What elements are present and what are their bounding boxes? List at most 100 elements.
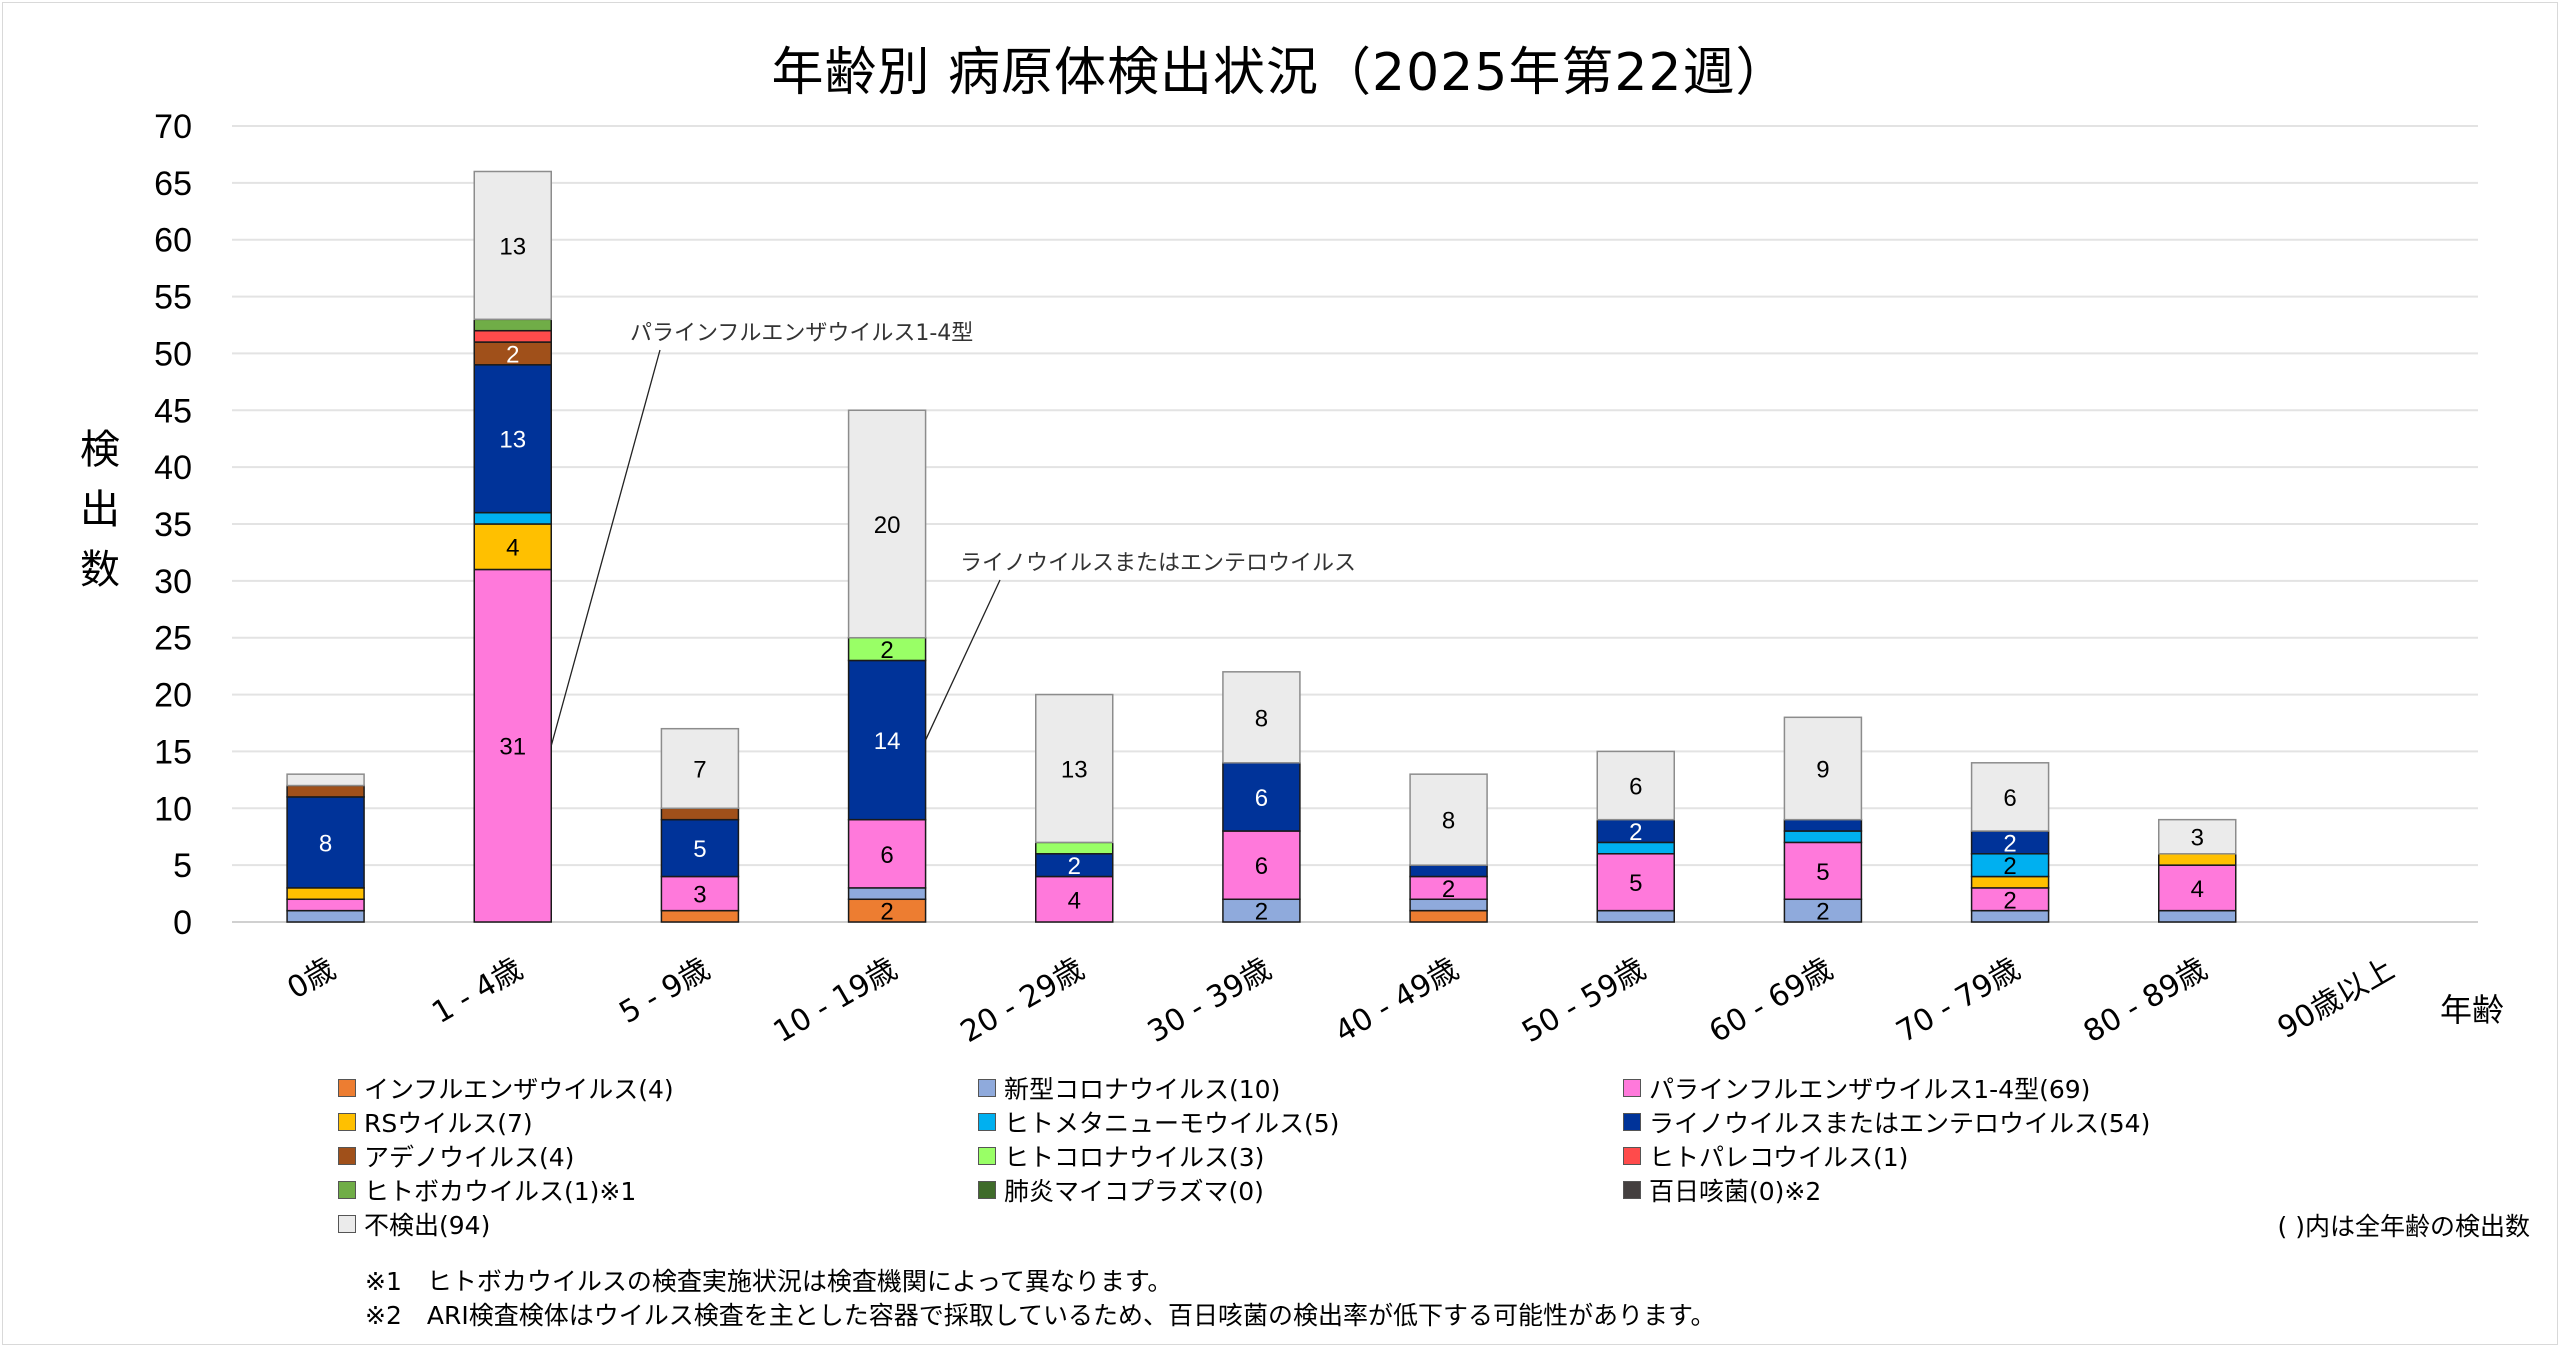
x-tick-label: 20 - 29歳 [955, 952, 1090, 1050]
legend-label: 不検出(94) [364, 1211, 491, 1240]
bar-segment [286, 773, 365, 787]
x-tick-label: 70 - 79歳 [1891, 952, 2026, 1050]
y-tick-label: 25 [154, 620, 192, 658]
legend-label: ヒトパレコウイルス(1) [1649, 1143, 1909, 1172]
x-tick-label: 0歳 [282, 952, 342, 1007]
y-tick-label: 20 [154, 677, 192, 715]
bar-segment [1596, 750, 1675, 821]
annotation-label: パラインフルエンザウイルス1-4型 [630, 321, 973, 346]
bar-segment [1409, 909, 1488, 923]
bar-segment [473, 329, 552, 343]
bar-segment [660, 875, 740, 912]
y-tick-label: 5 [173, 847, 192, 885]
bar-segment [1035, 875, 1114, 923]
legend-label: インフルエンザウイルス(4) [364, 1075, 674, 1104]
legend-label: ヒトボカウイルス(1)※1 [364, 1177, 637, 1206]
data-label: 2 [1255, 899, 1268, 926]
legend-label: RSウイルス(7) [364, 1109, 533, 1138]
y-tick-label: 35 [154, 506, 192, 544]
y-tick-label: 60 [154, 222, 192, 260]
data-label: 9 [1816, 756, 1829, 783]
y-axis-label-char: 検 [80, 427, 120, 473]
y-tick-label: 65 [154, 165, 192, 203]
bar-segment [1035, 693, 1114, 844]
data-label: 2 [1816, 899, 1829, 926]
bar-segment [660, 807, 740, 821]
y-axis-ticks: 0 5 10 15 20 25 30 35 40 45 50 55 60 65 70 [154, 108, 192, 942]
legend-item: ライノウイルスまたはエンテロウイルス(54) [1623, 1104, 2150, 1140]
x-axis-ticks: 0歳 1 - 4歳 5 - 9歳 10 - 19歳 20 - 29歳 30 - 39歳 40… [282, 952, 2401, 1050]
legend-label: ヒトメタニューモウイルス(5) [1004, 1109, 1340, 1138]
data-label: 4 [506, 535, 519, 562]
data-label: 20 [874, 512, 901, 539]
legend-label: 百日咳菌(0)※2 [1649, 1177, 1822, 1206]
bar-segment [847, 887, 927, 901]
legend-label: 新型コロナウイルス(10) [1004, 1075, 1281, 1104]
legend-item: 百日咳菌(0)※2 [1623, 1172, 1821, 1208]
legend-item: インフルエンザウイルス(4) [338, 1070, 674, 1106]
bar-segment [286, 784, 365, 798]
bar-segment [1409, 864, 1488, 878]
data-label: 6 [1255, 853, 1268, 880]
data-label: 2 [2003, 887, 2016, 914]
y-tick-label: 40 [154, 449, 192, 487]
bar-segment [1783, 830, 1863, 844]
y-tick-label: 50 [154, 335, 192, 373]
y-axis-label-char: 出 [80, 487, 120, 533]
data-label: 2 [2003, 830, 2016, 857]
data-label: 5 [1629, 870, 1642, 897]
legend-swatch [338, 1079, 356, 1097]
data-label: 2 [1442, 876, 1455, 903]
bar-segment [1222, 671, 1301, 764]
x-axis-label: 年齢 [2440, 991, 2505, 1029]
legend-item: ヒトコロナウイルス(3) [978, 1138, 1264, 1174]
x-tick-label: 5 - 9歳 [613, 952, 715, 1031]
annotation-leader-line [550, 349, 661, 746]
data-label: 4 [1068, 887, 1081, 914]
data-label: 8 [1442, 808, 1455, 835]
bar-segment [1970, 762, 2050, 832]
y-tick-label: 55 [154, 279, 192, 317]
bar-segment [660, 818, 740, 878]
data-label: 3 [2191, 825, 2204, 852]
bar-segment [1222, 762, 1301, 832]
legend-swatch [338, 1113, 356, 1131]
bar-segment [847, 818, 927, 889]
data-label: 5 [1816, 859, 1829, 886]
bar-segment [473, 170, 552, 321]
legend-item: 新型コロナウイルス(10) [978, 1070, 1280, 1106]
y-tick-label: 15 [154, 733, 192, 771]
bar-segment [286, 796, 365, 889]
data-label: 13 [499, 427, 526, 454]
legend-swatch [978, 1181, 996, 1199]
bar-segment [286, 909, 365, 923]
data-label: 2 [506, 341, 519, 368]
legend-item: パラインフルエンザウイルス1-4型(69) [1623, 1070, 2090, 1106]
data-label: 8 [319, 830, 332, 857]
annotation-label: ライノウイルスまたはエンテロウイルス [960, 551, 1356, 576]
legend-swatch [1623, 1079, 1641, 1097]
x-tick-label: 10 - 19歳 [768, 952, 903, 1050]
legend-label: アデノウイルス(4) [364, 1143, 575, 1172]
data-label: 2 [880, 899, 893, 926]
bar-segment [1222, 830, 1301, 901]
y-tick-label: 70 [154, 108, 192, 146]
data-label: 13 [1061, 756, 1088, 783]
footnote-2: ※2 ARI検査検体はウイルス検査を主とした容器で採取しているため、百日咳菌の検… [365, 1301, 1716, 1330]
data-label: 2 [2003, 853, 2016, 880]
x-tick-label: 80 - 89歳 [2078, 952, 2213, 1050]
x-tick-label: 50 - 59歳 [1516, 952, 1651, 1050]
bar-segment [660, 727, 740, 810]
legend-swatch [1623, 1147, 1641, 1165]
legend-item: RSウイルス(7) [338, 1104, 533, 1140]
bars: 8314132133572614220421326682852625922264… [286, 170, 2237, 926]
bar-segment [2158, 909, 2237, 923]
legend-item: ヒトパレコウイルス(1) [1623, 1138, 1908, 1174]
x-tick-label: 60 - 69歳 [1703, 952, 1838, 1050]
bar-segment [2158, 818, 2237, 855]
bar-segment [1783, 716, 1863, 821]
legend-swatch [978, 1079, 996, 1097]
annotation-leader-line [924, 579, 1001, 741]
